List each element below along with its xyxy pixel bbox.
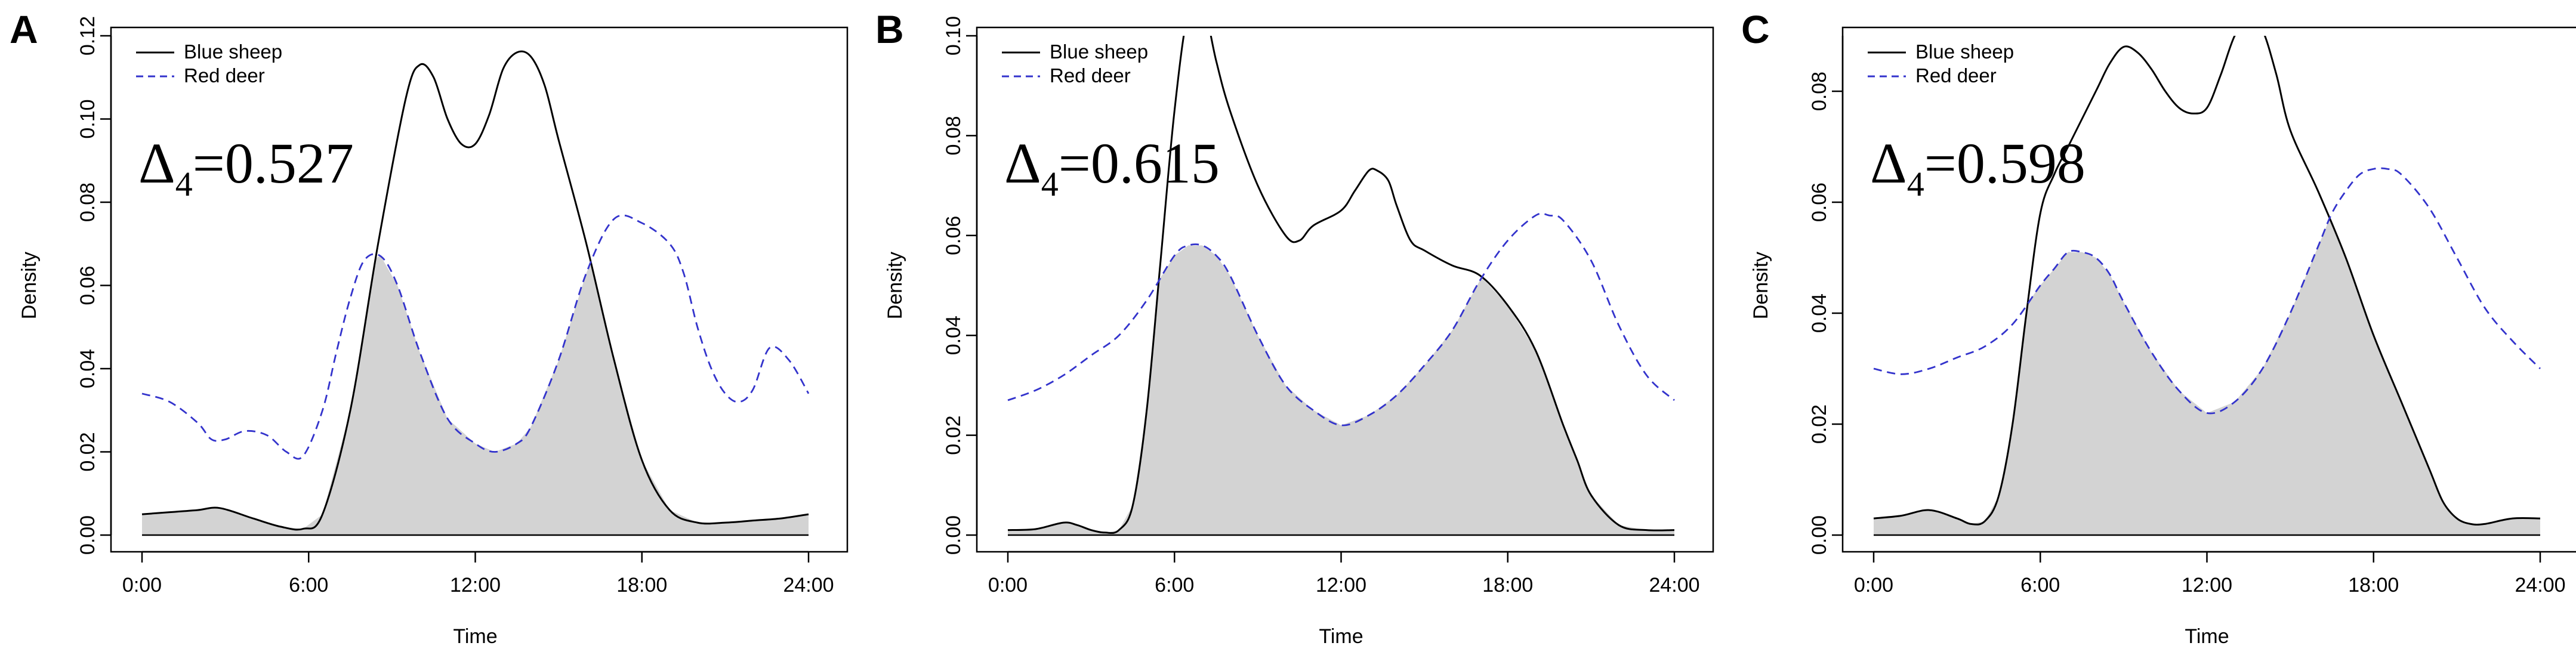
y-tick-label: 0.02 bbox=[1808, 404, 1831, 444]
x-axis-title: Time bbox=[453, 625, 497, 648]
legend-label: Blue sheep bbox=[1915, 41, 2014, 63]
x-tick-label: 6:00 bbox=[1155, 574, 1194, 597]
x-tick-label: 24:00 bbox=[783, 574, 834, 597]
x-tick-label: 6:00 bbox=[2020, 574, 2060, 597]
overlap-annotation: Δ4=0.527 bbox=[138, 131, 354, 203]
y-axis-title: Density bbox=[1750, 252, 1772, 319]
series-line-red-deer bbox=[1007, 212, 1675, 427]
y-tick-label: 0.12 bbox=[76, 16, 99, 55]
series-line-blue-sheep bbox=[1873, 36, 2541, 526]
y-tick-label: 0.10 bbox=[76, 99, 99, 138]
panel-b: B 0:00 6:00 12:00 18:00 24:00 0.00 0.02 0.04 0.06… bbox=[875, 7, 1714, 648]
y-tick-label: 0.08 bbox=[1808, 72, 1831, 111]
legend-label: Red deer bbox=[1915, 64, 1997, 86]
y-tick-label: 0.04 bbox=[76, 349, 99, 388]
y-tick-label: 0.06 bbox=[1808, 183, 1831, 222]
x-tick-label: 18:00 bbox=[1482, 574, 1533, 597]
series-line-red-deer bbox=[141, 214, 810, 460]
y-tick-label: 0.08 bbox=[942, 116, 965, 155]
y-tick-label: 0.08 bbox=[76, 183, 99, 222]
x-tick-label: 18:00 bbox=[616, 574, 667, 597]
y-tick-label: 0.00 bbox=[942, 515, 965, 555]
x-tick-label: 0:00 bbox=[1854, 574, 1893, 597]
y-axis-title: Density bbox=[884, 252, 906, 319]
x-tick-label: 0:00 bbox=[988, 574, 1028, 597]
legend-label: Red deer bbox=[1050, 64, 1131, 86]
overlap-area bbox=[142, 256, 809, 535]
overlap-area bbox=[1874, 220, 2540, 535]
x-axis-title: Time bbox=[2185, 625, 2229, 648]
x-tick-label: 12:00 bbox=[450, 574, 501, 597]
x-tick-label: 12:00 bbox=[2182, 574, 2232, 597]
y-tick-label: 0.10 bbox=[942, 16, 965, 55]
legend-label: Blue sheep bbox=[1050, 41, 1148, 63]
x-tick-label: 12:00 bbox=[1316, 574, 1366, 597]
y-tick-label: 0.00 bbox=[1808, 515, 1831, 555]
x-tick-label: 6:00 bbox=[289, 574, 328, 597]
overlap-annotation: Δ4=0.598 bbox=[1870, 131, 2086, 203]
y-axis-title: Density bbox=[18, 252, 41, 319]
series-line-blue-sheep bbox=[1007, 36, 1675, 534]
overlap-annotation: Δ4=0.615 bbox=[1004, 131, 1220, 203]
x-tick-label: 24:00 bbox=[1649, 574, 1699, 597]
panel-a: A 0:00 6:00 12:00 18:00 24:00 0.00 0.02 0.04 0.06… bbox=[10, 7, 849, 648]
panel-label: B bbox=[875, 7, 904, 51]
x-axis-title: Time bbox=[1319, 625, 1363, 648]
overlap-area bbox=[1008, 245, 1674, 535]
x-tick-label: 24:00 bbox=[2515, 574, 2565, 597]
y-tick-label: 0.00 bbox=[76, 515, 99, 555]
y-tick-label: 0.02 bbox=[942, 416, 965, 455]
panel-c: C 0:00 6:00 12:00 18:00 24:00 0.00 0.02 0.04 0.06… bbox=[1741, 7, 2576, 648]
y-tick-label: 0.06 bbox=[76, 265, 99, 305]
panel-label: C bbox=[1741, 7, 1770, 51]
y-tick-label: 0.04 bbox=[942, 316, 965, 355]
y-tick-label: 0.06 bbox=[942, 216, 965, 255]
x-tick-label: 0:00 bbox=[122, 574, 162, 597]
x-tick-label: 18:00 bbox=[2348, 574, 2399, 597]
series-line-red-deer bbox=[1873, 167, 2541, 415]
legend-label: Red deer bbox=[184, 64, 265, 86]
series-line-blue-sheep bbox=[141, 50, 809, 531]
y-tick-label: 0.02 bbox=[76, 432, 99, 471]
panel-label: A bbox=[10, 7, 38, 51]
legend-label: Blue sheep bbox=[184, 41, 282, 63]
y-tick-label: 0.04 bbox=[1808, 293, 1831, 333]
